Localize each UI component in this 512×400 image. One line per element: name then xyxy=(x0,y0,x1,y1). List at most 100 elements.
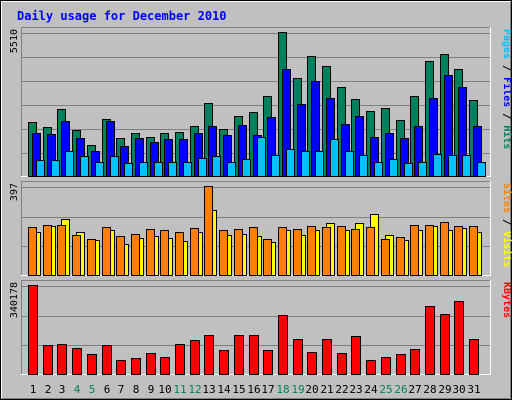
bar-kbytes xyxy=(249,335,259,375)
bar-sites xyxy=(28,227,37,276)
bar-sites xyxy=(307,226,316,276)
day-label: 30 xyxy=(452,383,465,396)
bar-kbytes xyxy=(293,339,303,375)
bar-sites xyxy=(102,227,111,276)
bar-pages xyxy=(36,160,45,177)
day-label: 6 xyxy=(104,383,111,396)
legend-part: KBytes xyxy=(501,282,512,318)
bar-sites xyxy=(366,227,375,276)
bar-sites xyxy=(410,225,419,276)
bar-pages xyxy=(95,162,104,177)
day-label: 20 xyxy=(305,383,318,396)
day-label: 23 xyxy=(349,383,362,396)
bar-kbytes xyxy=(366,360,376,375)
day-label: 19 xyxy=(291,383,304,396)
day-label: 4 xyxy=(74,383,81,396)
bar-pages xyxy=(301,151,310,177)
bar-sites xyxy=(278,227,287,276)
day-label: 16 xyxy=(247,383,260,396)
day-label: 24 xyxy=(364,383,378,396)
bar-pages xyxy=(271,155,280,177)
bar-pages xyxy=(257,137,266,177)
bar-pages xyxy=(345,151,354,177)
bar-sites xyxy=(131,234,140,276)
day-label: 8 xyxy=(133,383,140,396)
chart-panels: 5510 Pages / Files / Hits 397 Sites / Visit… xyxy=(9,27,512,375)
bar-kbytes xyxy=(72,348,82,375)
day-label: 2 xyxy=(45,383,52,396)
bar-pages xyxy=(242,159,251,177)
bar-sites xyxy=(293,229,302,276)
day-label: 31 xyxy=(467,383,480,396)
day-label: 9 xyxy=(148,383,155,396)
bar-kbytes xyxy=(410,349,420,375)
bar-kbytes xyxy=(263,350,273,375)
bar-pages xyxy=(477,162,486,177)
bar-kbytes xyxy=(146,353,156,375)
bar-pages xyxy=(389,159,398,177)
bar-pages xyxy=(404,163,413,177)
bar-sites xyxy=(322,227,331,276)
bar-pages xyxy=(374,162,383,177)
bar-kbytes xyxy=(204,335,214,375)
day-label: 26 xyxy=(394,383,407,396)
bar-pages xyxy=(183,162,192,177)
bar-pages xyxy=(124,163,133,177)
bar-sites xyxy=(57,225,66,276)
legend-part: / xyxy=(501,59,512,77)
bar-pages xyxy=(462,155,471,177)
bar-sites xyxy=(469,226,478,276)
bar-pages xyxy=(168,162,177,177)
day-label: 3 xyxy=(59,383,66,396)
bar-kbytes xyxy=(440,314,450,375)
bar-pages xyxy=(418,162,427,177)
bar-sites xyxy=(440,222,449,276)
bar-pages xyxy=(154,162,163,177)
day-label: 11 xyxy=(173,383,186,396)
bar-kbytes xyxy=(425,306,435,375)
bar-sites xyxy=(351,229,360,276)
day-label: 15 xyxy=(232,383,245,396)
series-legend: Pages / Files / Hits xyxy=(501,29,512,149)
bar-kbytes xyxy=(234,335,244,375)
legend-part: Visits xyxy=(501,231,512,267)
bar-sites xyxy=(337,226,346,276)
bar-kbytes xyxy=(175,344,185,375)
day-label: 13 xyxy=(202,383,215,396)
bar-pages xyxy=(433,154,442,177)
y-max-label: 397 xyxy=(9,183,20,201)
bar-pages xyxy=(286,149,295,177)
bar-pages xyxy=(65,151,74,177)
bar-kbytes xyxy=(307,352,317,375)
bar-kbytes xyxy=(87,354,97,375)
day-label: 17 xyxy=(261,383,274,396)
chart-title: Daily usage for December 2010 xyxy=(17,9,227,23)
day-label: 18 xyxy=(276,383,289,396)
bar-kbytes xyxy=(131,358,141,375)
panel-2: 397 Sites / Visits xyxy=(9,181,512,276)
legend-part: Files xyxy=(501,77,512,107)
bar-sites xyxy=(43,225,52,276)
bar-kbytes xyxy=(219,350,229,375)
legend-part: Hits xyxy=(501,125,512,149)
bar-pages xyxy=(51,160,60,177)
bar-sites xyxy=(160,230,169,276)
day-label: 5 xyxy=(89,383,96,396)
bar-pages xyxy=(315,151,324,177)
bar-kbytes xyxy=(322,339,332,375)
bar-sites xyxy=(190,228,199,276)
day-label: 10 xyxy=(158,383,171,396)
bar-sites xyxy=(146,229,155,276)
legend-part: / xyxy=(501,107,512,125)
bar-kbytes xyxy=(43,345,53,375)
panel-1: 5510 Pages / Files / Hits xyxy=(9,27,512,177)
bar-sites xyxy=(175,232,184,276)
bar-pages xyxy=(110,156,119,177)
y-max-label: 340178 xyxy=(9,282,20,318)
bar-sites xyxy=(234,229,243,276)
day-labels: 1 2 3 4 5 6 7 8 9 10 11 12 13 14 15 16 17 18 19 20 21 22 23 24 2… xyxy=(30,383,481,396)
bar-kbytes xyxy=(190,340,200,375)
legend-part: Pages xyxy=(501,29,512,59)
bar-pages xyxy=(330,139,339,177)
